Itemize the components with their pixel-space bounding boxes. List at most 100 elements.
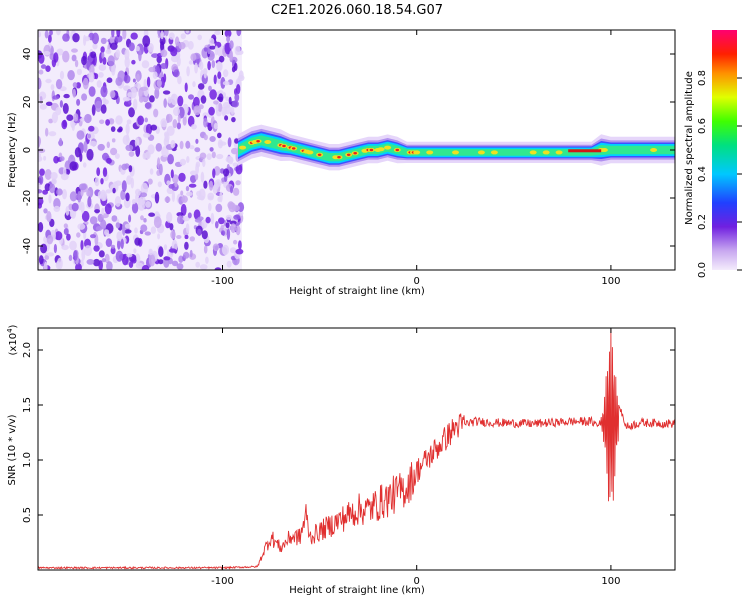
noise-blob [38,155,43,162]
noise-blob [71,122,75,131]
noise-blob [102,167,108,178]
noise-blob [190,175,197,183]
colorbar-tick-label: 0.2 [697,214,708,230]
noise-blob [215,203,223,213]
noise-blob [84,113,92,124]
y-tick-label: 1.0 [22,452,33,468]
noise-blob [231,66,236,73]
noise-blob [38,31,42,38]
band-hotspot [377,147,385,152]
noise-blob [178,255,184,263]
noise-blob [50,84,55,91]
noise-blob [82,162,87,168]
noise-blob [59,70,65,80]
noise-blob [123,85,129,91]
noise-blob [235,248,244,255]
noise-blob [91,32,99,45]
noise-blob [201,219,208,229]
noise-blob [184,241,189,250]
noise-blob [114,180,122,186]
noise-blob [213,100,219,105]
noise-blob [184,234,189,240]
noise-blob [197,195,205,201]
band-hotspot [477,150,485,155]
noise-blob [209,45,216,50]
noise-blob [205,216,211,224]
noise-blob [189,145,195,150]
y-tick-label: 2.0 [22,342,33,358]
noise-blob [114,35,123,43]
noise-blob [194,147,201,153]
noise-blob [94,177,100,187]
band-hotspot [542,150,550,155]
noise-blob [76,232,81,238]
noise-blob [100,178,104,185]
noise-blob [164,30,169,37]
noise-blob [39,168,45,176]
noise-blob [81,210,90,222]
noise-blob [147,178,153,185]
noise-blob [38,175,44,185]
noise-blob [63,228,69,235]
noise-blob [189,170,197,176]
noise-blob [131,257,137,264]
noise-blob [182,116,187,126]
noise-blob [115,115,123,125]
noise-blob [150,226,157,234]
noise-blob [160,63,168,70]
noise-blob [157,181,162,188]
noise-blob [75,82,81,89]
noise-blob [69,191,78,202]
noise-blob [225,214,233,221]
noise-blob [163,256,171,261]
noise-blob [215,221,219,229]
noise-blob [66,114,74,121]
noise-blob [231,100,239,108]
noise-blob [53,243,58,254]
band-peak [346,153,351,156]
noise-blob [218,217,225,225]
noise-blob [229,220,237,225]
noise-blob [216,153,224,160]
noise-blob [218,55,225,63]
noise-blob [125,144,134,151]
y-tick-label: -20 [22,190,33,206]
noise-blob [149,168,154,175]
band-hotspot [384,145,392,150]
noise-blob [229,40,234,49]
noise-blob [111,138,116,143]
noise-blob [140,215,144,221]
noise-blob [101,191,108,201]
noise-blob [120,189,126,201]
noise-blob [171,260,179,267]
noise-blob [104,203,112,215]
noise-blob [48,131,57,137]
band-hotspot [413,150,421,155]
noise-blob [189,249,193,258]
snr-x-ticks: -100 0 100 [211,328,620,587]
noise-blob [105,119,110,126]
noise-blob [43,261,48,270]
noise-blob [97,143,105,151]
noise-blob [45,78,52,84]
spectrogram-y-ticks: -40 -20 0 20 40 [22,48,675,254]
noise-blob [126,175,132,185]
noise-blob [76,68,82,76]
noise-blob [131,198,136,205]
band-hotspot [490,150,498,155]
noise-blob [144,231,151,236]
noise-blob [161,146,169,158]
noise-blob [62,166,67,177]
noise-blob [83,34,87,46]
noise-blob [100,37,107,45]
noise-blob [178,172,186,182]
noise-blob [202,158,206,168]
noise-blob [215,101,219,114]
noise-blob [185,30,190,34]
noise-blob [40,243,48,254]
noise-blob [39,103,47,110]
noise-blob [141,60,150,69]
noise-blob [194,62,199,74]
noise-blob [184,82,188,93]
noise-blob [134,137,140,148]
